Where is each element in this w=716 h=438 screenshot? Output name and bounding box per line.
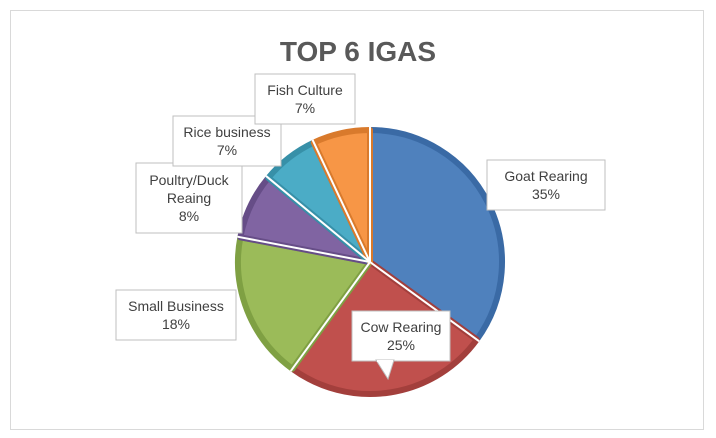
label-percent: 18% <box>162 316 190 332</box>
chart-title: TOP 6 IGAS <box>279 36 437 67</box>
data-label-goat-rearing: Goat Rearing 35% <box>486 159 606 211</box>
slice-separator <box>311 139 371 263</box>
label-category: Reaing <box>167 190 211 206</box>
label-percent: 8% <box>179 208 199 224</box>
label-box <box>115 289 237 341</box>
label-box <box>135 162 243 234</box>
label-percent: 35% <box>532 186 560 202</box>
label-category: Fish Culture <box>267 82 343 98</box>
label-percent: 7% <box>217 142 237 158</box>
label-box <box>254 73 356 125</box>
data-label-fish-culture: Fish Culture 7% <box>254 73 356 125</box>
label-category: Small Business <box>128 298 224 314</box>
label-category: Poultry/Duck <box>149 172 229 188</box>
label-percent: 7% <box>295 100 315 116</box>
label-box <box>486 159 606 211</box>
slice-separator <box>289 261 371 372</box>
label-category: Cow Rearing <box>361 319 442 335</box>
data-label-cow-rearing: Cow Rearing 25% <box>351 310 451 381</box>
data-label-rice-business: Rice business 7% <box>172 115 282 167</box>
label-category: Goat Rearing <box>504 168 587 184</box>
label-category: Rice business <box>183 124 270 140</box>
data-label-small-business: Small Business 18% <box>115 289 237 341</box>
slice-separator <box>237 235 371 263</box>
label-box <box>351 310 451 362</box>
slice-separator <box>369 261 480 343</box>
label-percent: 25% <box>387 337 415 353</box>
data-label-poultry-duck-reaing: Poultry/Duck Reaing 8% <box>135 162 243 234</box>
slice-separator <box>265 175 371 263</box>
pie-slice-small-business <box>235 234 373 372</box>
